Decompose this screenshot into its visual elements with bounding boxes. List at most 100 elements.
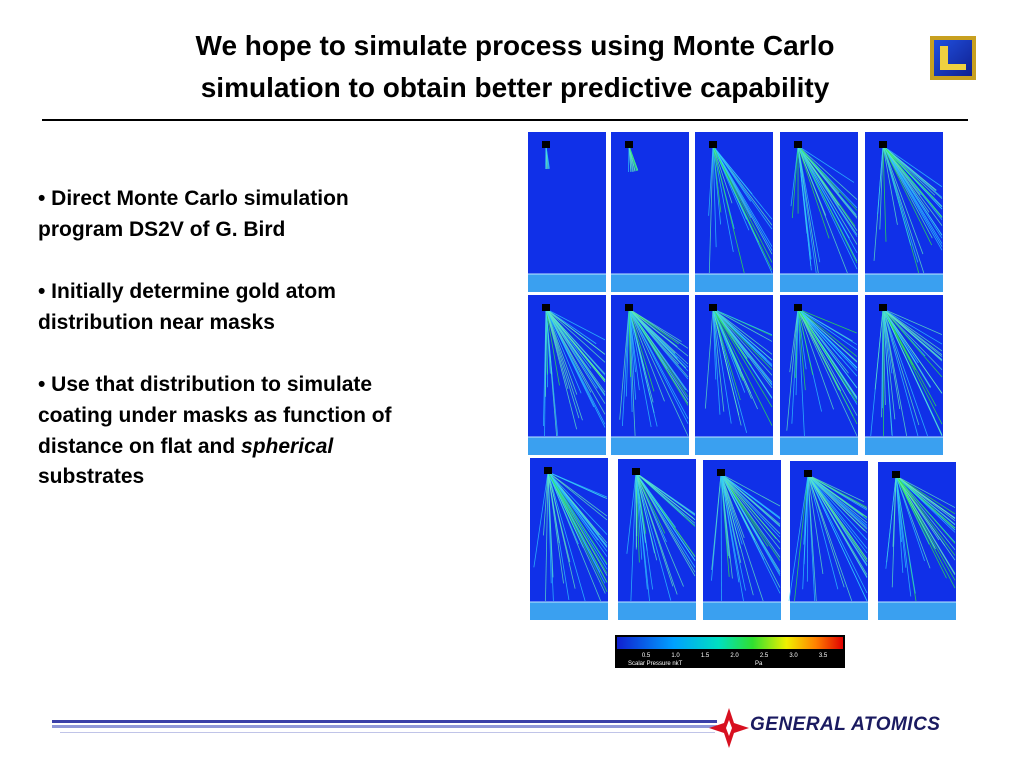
ray: [547, 471, 608, 517]
simulation-panel: [703, 460, 781, 620]
ray: [807, 474, 868, 575]
panel-bg: [528, 295, 606, 455]
ray: [547, 471, 605, 499]
ray: [895, 475, 956, 544]
ray: [892, 475, 897, 547]
ray: [895, 475, 931, 569]
ray: [628, 308, 689, 419]
ray: [797, 145, 858, 211]
colorbar-tick-label: 3.5: [819, 653, 828, 659]
substrate: [695, 437, 773, 455]
panel-bg: [618, 459, 696, 620]
ray: [712, 145, 733, 204]
footer-rule: [52, 720, 717, 733]
ray: [797, 145, 858, 245]
ray: [797, 308, 858, 389]
panel-bg: [780, 132, 858, 292]
ray: [797, 145, 812, 260]
ray: [628, 308, 689, 357]
ray: [547, 471, 606, 594]
simulation-panel: [780, 132, 858, 292]
ray: [720, 473, 781, 507]
ray: [628, 145, 638, 171]
ray: [797, 308, 807, 370]
ray: [797, 145, 858, 237]
substrate: [780, 437, 858, 455]
ray: [635, 472, 666, 534]
ray: [807, 474, 865, 531]
ray: [882, 145, 937, 191]
substrate: [611, 274, 689, 292]
source: [879, 141, 887, 148]
ray: [720, 473, 743, 545]
source: [542, 141, 550, 148]
substrate: [695, 274, 773, 292]
ray: [720, 473, 781, 588]
ray: [712, 308, 749, 358]
title-line: We hope to simulate process using Monte …: [195, 30, 835, 61]
bullet-line: substrates: [38, 465, 145, 488]
bullet-line: program DS2V of G. Bird: [38, 218, 286, 241]
ray: [635, 472, 694, 519]
ray: [545, 308, 597, 345]
ray: [628, 308, 687, 369]
ray: [807, 474, 868, 560]
ray: [547, 471, 554, 578]
colorbar: [615, 635, 845, 668]
bullet-line: distribution near masks: [38, 311, 275, 334]
ray: [547, 471, 608, 521]
ray: [807, 474, 868, 528]
ray: [882, 145, 943, 247]
ray: [545, 308, 606, 363]
ray: [882, 145, 925, 274]
ray: [874, 308, 884, 390]
ray: [807, 474, 824, 575]
ray: [895, 475, 956, 508]
source: [879, 304, 887, 311]
ray: [797, 308, 842, 392]
panel-bg: [611, 132, 689, 292]
ray: [635, 472, 672, 601]
ray: [712, 308, 732, 424]
ray: [628, 308, 682, 342]
ray: [545, 308, 551, 374]
ray: [712, 145, 717, 248]
ray: [628, 145, 630, 173]
ray: [545, 308, 580, 419]
ray: [720, 473, 764, 602]
ray: [788, 474, 809, 602]
ray: [882, 308, 928, 437]
ray: [795, 308, 799, 396]
ray: [628, 308, 668, 369]
ray: [881, 308, 884, 409]
ray: [786, 308, 799, 431]
ray: [882, 308, 943, 362]
simulation-panel: [878, 462, 956, 620]
ray: [712, 308, 773, 376]
source: [709, 141, 717, 148]
ray: [797, 308, 858, 351]
ray: [895, 475, 904, 573]
substrate: [790, 602, 868, 620]
ray: [882, 308, 943, 437]
ray: [882, 145, 943, 226]
ray: [895, 475, 956, 525]
ray: [635, 472, 696, 568]
ray: [895, 475, 956, 556]
ray: [797, 308, 858, 416]
ray: [712, 308, 741, 401]
ray: [712, 145, 734, 252]
ray: [807, 474, 839, 590]
ray: [720, 473, 781, 518]
ray: [807, 474, 865, 503]
ray: [720, 473, 740, 583]
ray: [882, 145, 933, 239]
simulation-panel: [528, 295, 606, 455]
ray: [635, 472, 676, 528]
ray: [628, 308, 689, 380]
ga-logo-mark: [709, 708, 749, 748]
ray: [628, 308, 631, 378]
ray: [882, 308, 893, 437]
ray: [882, 308, 896, 420]
simulation-panel: [611, 295, 689, 455]
